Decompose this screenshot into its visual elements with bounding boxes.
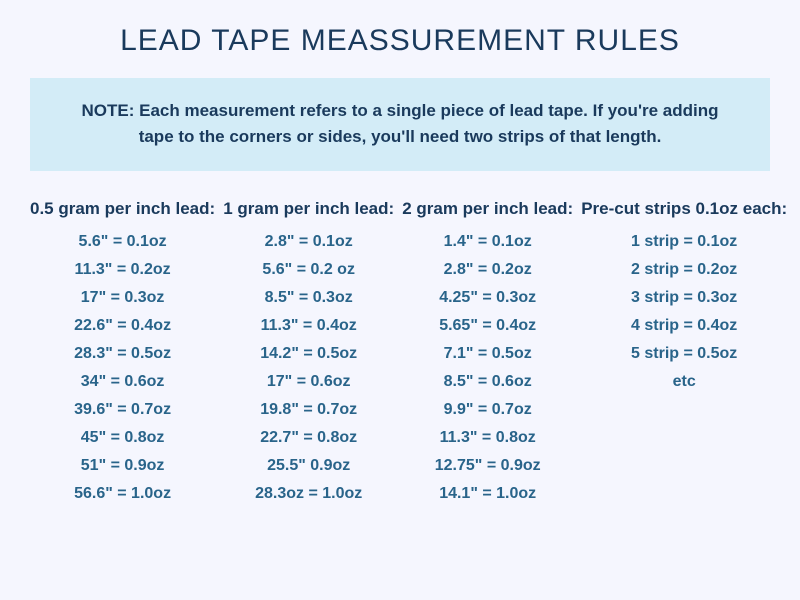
measurement-line: 22.7" = 0.8oz [223, 429, 394, 447]
note-text: Each measurement refers to a single piec… [139, 101, 719, 146]
measurement-line: 25.5" 0.9oz [223, 457, 394, 475]
measurement-line: 34" = 0.6oz [30, 373, 215, 391]
measurement-line: 3 strip = 0.3oz [581, 289, 787, 307]
measurement-line: 19.8" = 0.7oz [223, 401, 394, 419]
measurement-line: 14.1" = 1.0oz [402, 485, 573, 503]
measurement-line: 2.8" = 0.2oz [402, 261, 573, 279]
measurement-line: 5.65" = 0.4oz [402, 317, 573, 335]
measurement-line: 28.3" = 0.5oz [30, 345, 215, 363]
note-box: NOTE: Each measurement refers to a singl… [30, 78, 770, 171]
measurement-line: etc [581, 373, 787, 391]
measurement-line: 1 strip = 0.1oz [581, 233, 787, 251]
measurement-line: 1.4" = 0.1oz [402, 233, 573, 251]
measurement-line: 14.2" = 0.5oz [223, 345, 394, 363]
column-lines: 1.4" = 0.1oz 2.8" = 0.2oz 4.25" = 0.3oz … [402, 233, 573, 503]
measurement-line: 11.3" = 0.2oz [30, 261, 215, 279]
measurement-line: 51" = 0.9oz [30, 457, 215, 475]
column-lines: 1 strip = 0.1oz 2 strip = 0.2oz 3 strip … [581, 233, 787, 391]
column-header: 0.5 gram per inch lead: [30, 199, 215, 219]
measurement-line: 17" = 0.3oz [30, 289, 215, 307]
measurement-line: 12.75" = 0.9oz [402, 457, 573, 475]
column-lines: 5.6" = 0.1oz 11.3" = 0.2oz 17" = 0.3oz 2… [30, 233, 215, 503]
measurement-line: 7.1" = 0.5oz [402, 345, 573, 363]
measurement-line: 11.3" = 0.4oz [223, 317, 394, 335]
note-label: NOTE: [81, 101, 134, 120]
measurement-line: 8.5" = 0.3oz [223, 289, 394, 307]
measurement-line: 11.3" = 0.8oz [402, 429, 573, 447]
column-precut: Pre-cut strips 0.1oz each: 1 strip = 0.1… [581, 199, 787, 503]
measurement-line: 39.6" = 0.7oz [30, 401, 215, 419]
measurement-line: 17" = 0.6oz [223, 373, 394, 391]
measurement-line: 2 strip = 0.2oz [581, 261, 787, 279]
column-0-5g: 0.5 gram per inch lead: 5.6" = 0.1oz 11.… [30, 199, 215, 503]
measurement-line: 5 strip = 0.5oz [581, 345, 787, 363]
measurement-line: 4 strip = 0.4oz [581, 317, 787, 335]
measurement-line: 45" = 0.8oz [30, 429, 215, 447]
measurement-line: 28.3oz = 1.0oz [223, 485, 394, 503]
column-header: 2 gram per inch lead: [402, 199, 573, 219]
column-header: 1 gram per inch lead: [223, 199, 394, 219]
columns-container: 0.5 gram per inch lead: 5.6" = 0.1oz 11.… [30, 199, 770, 503]
measurement-line: 56.6" = 1.0oz [30, 485, 215, 503]
measurement-line: 5.6" = 0.2 oz [223, 261, 394, 279]
column-2g: 2 gram per inch lead: 1.4" = 0.1oz 2.8" … [402, 199, 573, 503]
measurement-line: 22.6" = 0.4oz [30, 317, 215, 335]
page-title: LEAD TAPE MEASSUREMENT RULES [30, 24, 770, 58]
measurement-line: 5.6" = 0.1oz [30, 233, 215, 251]
measurement-line: 9.9" = 0.7oz [402, 401, 573, 419]
column-header: Pre-cut strips 0.1oz each: [581, 199, 787, 219]
column-lines: 2.8" = 0.1oz 5.6" = 0.2 oz 8.5" = 0.3oz … [223, 233, 394, 503]
measurement-line: 2.8" = 0.1oz [223, 233, 394, 251]
measurement-line: 4.25" = 0.3oz [402, 289, 573, 307]
measurement-line: 8.5" = 0.6oz [402, 373, 573, 391]
column-1g: 1 gram per inch lead: 2.8" = 0.1oz 5.6" … [223, 199, 394, 503]
